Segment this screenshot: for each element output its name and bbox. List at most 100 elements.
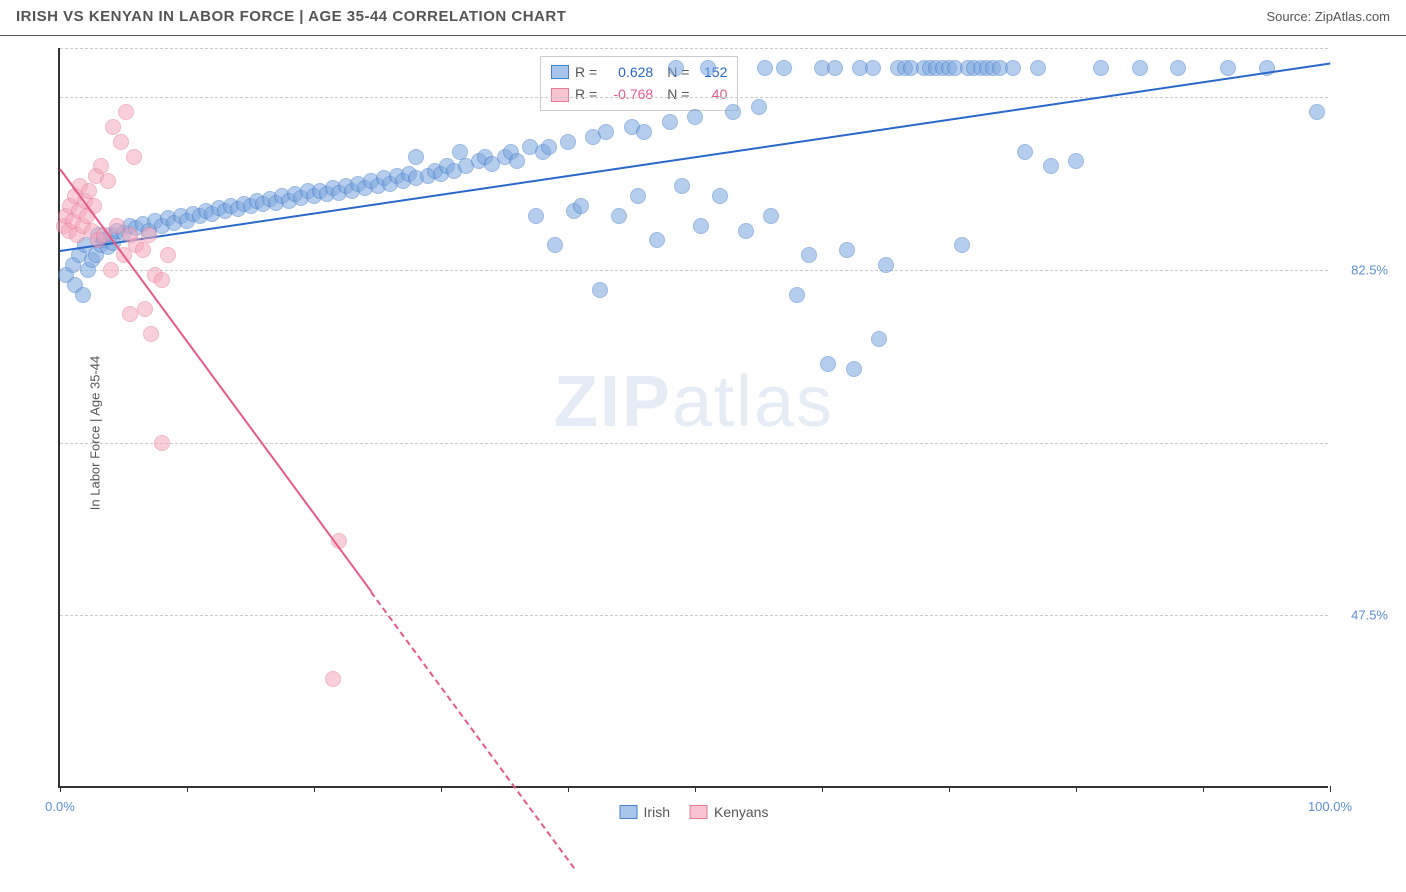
x-tick xyxy=(187,786,188,792)
data-point xyxy=(954,237,970,253)
data-point xyxy=(93,158,109,174)
data-point xyxy=(160,247,176,263)
data-point xyxy=(105,119,121,135)
legend-swatch xyxy=(551,65,569,79)
x-tick xyxy=(568,786,569,792)
x-tick xyxy=(1076,786,1077,792)
gridline xyxy=(60,48,1328,49)
x-tick xyxy=(314,786,315,792)
data-point xyxy=(700,60,716,76)
data-point xyxy=(1068,153,1084,169)
data-point xyxy=(103,262,119,278)
legend-swatch xyxy=(551,88,569,102)
data-point xyxy=(547,237,563,253)
data-point xyxy=(408,149,424,165)
y-tick-label: 82.5% xyxy=(1333,263,1388,278)
data-point xyxy=(1017,144,1033,160)
data-point xyxy=(827,60,843,76)
r-value: 0.628 xyxy=(603,61,653,83)
x-tick xyxy=(441,786,442,792)
legend-swatch xyxy=(690,805,708,819)
data-point xyxy=(878,257,894,273)
data-point xyxy=(126,149,142,165)
r-label: R = xyxy=(575,61,597,83)
data-point xyxy=(801,247,817,263)
data-point xyxy=(820,356,836,372)
legend-label: Kenyans xyxy=(714,804,768,820)
data-point xyxy=(509,153,525,169)
data-point xyxy=(154,435,170,451)
data-point xyxy=(143,326,159,342)
legend-label: Irish xyxy=(644,804,670,820)
data-point xyxy=(776,60,792,76)
data-point xyxy=(118,104,134,120)
data-point xyxy=(630,188,646,204)
data-point xyxy=(541,139,557,155)
data-point xyxy=(100,173,116,189)
data-point xyxy=(611,208,627,224)
legend-row: R =-0.768N =40 xyxy=(551,83,727,105)
chart-container: In Labor Force | Age 35-44 ZIPatlas R =0… xyxy=(58,48,1378,818)
x-tick-label: 100.0% xyxy=(1308,799,1352,814)
data-point xyxy=(154,272,170,288)
data-point xyxy=(712,188,728,204)
data-point xyxy=(1309,104,1325,120)
data-point xyxy=(75,287,91,303)
x-tick xyxy=(822,786,823,792)
data-point xyxy=(668,60,684,76)
gridline xyxy=(60,97,1328,98)
x-tick xyxy=(60,786,61,792)
data-point xyxy=(738,223,754,239)
data-point xyxy=(573,198,589,214)
source-attribution: Source: ZipAtlas.com xyxy=(1266,9,1390,24)
data-point xyxy=(763,208,779,224)
data-point xyxy=(1132,60,1148,76)
x-tick xyxy=(949,786,950,792)
n-value: 40 xyxy=(695,83,727,105)
data-point xyxy=(725,104,741,120)
x-tick xyxy=(1330,786,1331,792)
data-point xyxy=(325,671,341,687)
data-point xyxy=(846,361,862,377)
data-point xyxy=(693,218,709,234)
data-point xyxy=(1043,158,1059,174)
legend-item: Irish xyxy=(620,804,670,820)
data-point xyxy=(592,282,608,298)
data-point xyxy=(839,242,855,258)
gridline xyxy=(60,270,1328,271)
data-point xyxy=(113,134,129,150)
data-point xyxy=(674,178,690,194)
x-tick xyxy=(1203,786,1204,792)
trend-line xyxy=(59,169,372,592)
data-point xyxy=(649,232,665,248)
x-tick xyxy=(695,786,696,792)
r-value: -0.768 xyxy=(603,83,653,105)
data-point xyxy=(1005,60,1021,76)
y-tick-label: 47.5% xyxy=(1333,608,1388,623)
legend-swatch xyxy=(620,805,638,819)
data-point xyxy=(636,124,652,140)
data-point xyxy=(528,208,544,224)
chart-header: IRISH VS KENYAN IN LABOR FORCE | AGE 35-… xyxy=(0,0,1406,36)
data-point xyxy=(757,60,773,76)
data-point xyxy=(1170,60,1186,76)
data-point xyxy=(81,183,97,199)
data-point xyxy=(122,306,138,322)
data-point xyxy=(135,242,151,258)
data-point xyxy=(865,60,881,76)
data-point xyxy=(662,114,678,130)
data-point xyxy=(751,99,767,115)
chart-title: IRISH VS KENYAN IN LABOR FORCE | AGE 35-… xyxy=(16,8,566,25)
gridline xyxy=(60,615,1328,616)
data-point xyxy=(141,227,157,243)
data-point xyxy=(871,331,887,347)
data-point xyxy=(1093,60,1109,76)
data-point xyxy=(1220,60,1236,76)
data-point xyxy=(687,109,703,125)
data-point xyxy=(598,124,614,140)
r-label: R = xyxy=(575,83,597,105)
series-legend: Irish Kenyans xyxy=(620,804,769,820)
x-tick-label: 0.0% xyxy=(45,799,75,814)
legend-item: Kenyans xyxy=(690,804,768,820)
data-point xyxy=(137,301,153,317)
